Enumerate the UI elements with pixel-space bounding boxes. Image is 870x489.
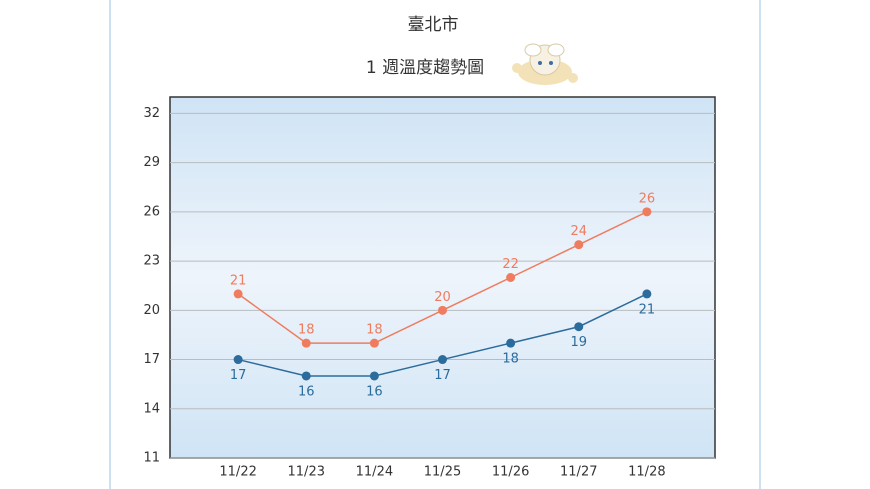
x-tick-label: 11/27 [560, 465, 597, 480]
data-label: 16 [298, 384, 315, 399]
data-point [506, 338, 516, 348]
y-tick-label: 29 [143, 155, 160, 170]
data-label: 21 [639, 302, 656, 317]
y-tick-label: 20 [143, 303, 160, 318]
x-tick-label: 11/23 [288, 465, 325, 480]
x-tick-label: 11/25 [424, 465, 461, 480]
data-point [642, 207, 652, 217]
data-label: 16 [366, 384, 383, 399]
data-label: 19 [570, 335, 587, 350]
data-point [574, 322, 584, 332]
chart-title: 臺北市 [408, 15, 459, 35]
y-tick-label: 17 [143, 352, 160, 367]
data-point [369, 338, 379, 348]
data-label: 21 [230, 273, 247, 288]
data-label: 18 [298, 323, 315, 338]
y-tick-label: 26 [143, 204, 160, 219]
data-point [642, 289, 652, 299]
x-tick-label: 11/24 [356, 465, 393, 480]
plot-area [169, 96, 716, 459]
mascot-icon [512, 43, 578, 85]
data-label: 17 [434, 368, 451, 383]
y-tick-label: 11 [143, 451, 160, 466]
data-point [369, 371, 379, 381]
data-label: 18 [366, 323, 383, 338]
y-tick-label: 23 [143, 254, 160, 269]
y-tick-label: 14 [143, 401, 160, 416]
x-tick-label: 11/22 [219, 465, 256, 480]
data-label: 20 [434, 290, 451, 305]
x-tick-label: 11/28 [628, 465, 665, 480]
data-label: 24 [570, 224, 587, 239]
data-point [574, 240, 584, 250]
data-point [438, 305, 447, 315]
data-label: 26 [639, 191, 656, 206]
data-label: 22 [502, 257, 519, 272]
data-label: 18 [502, 352, 519, 367]
chart-subtitle: 1 週溫度趨勢圖 [366, 58, 484, 78]
data-point [301, 371, 311, 381]
y-tick-label: 32 [143, 106, 160, 121]
data-point [301, 338, 311, 348]
data-point [233, 355, 243, 365]
data-point [438, 355, 447, 365]
data-label: 17 [230, 368, 247, 383]
x-tick-label: 11/26 [492, 465, 529, 480]
data-point [233, 289, 243, 299]
data-point [506, 273, 516, 282]
